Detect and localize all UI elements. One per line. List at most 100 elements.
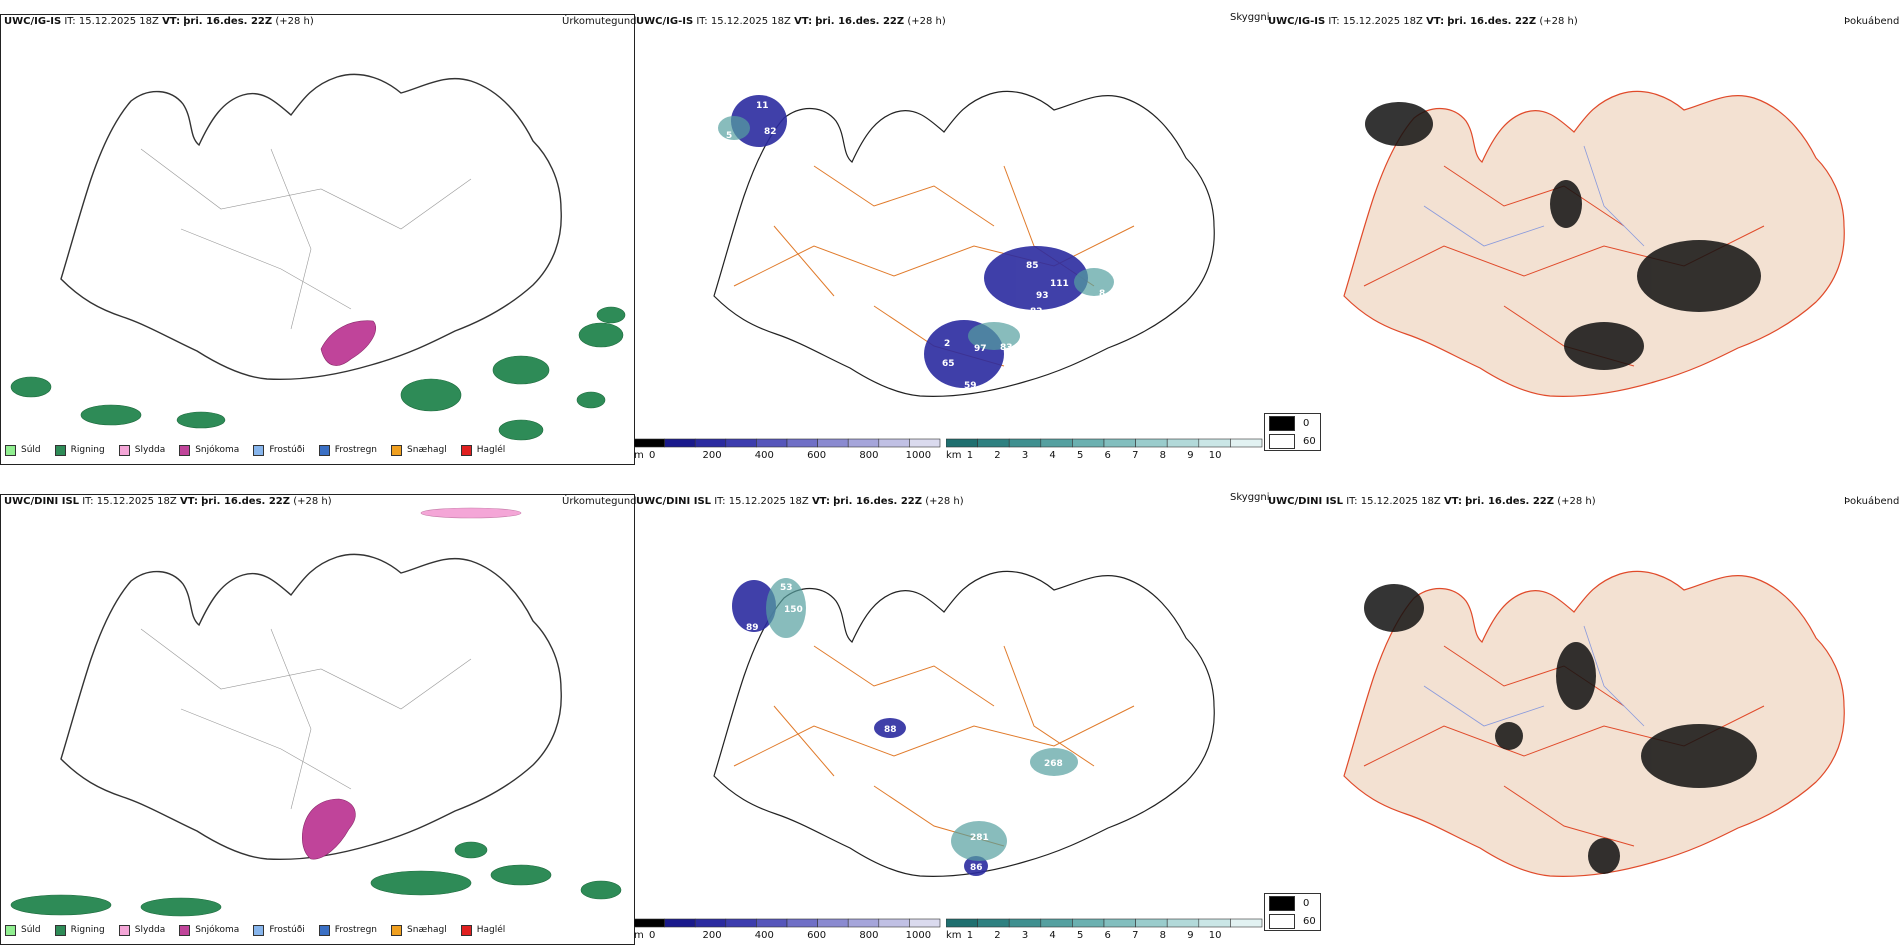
precip-header-1: UWC/IG-IS IT: 15.12.2025 18Z VT: þri. 16… (4, 16, 314, 27)
colorbar-segment (1103, 438, 1136, 448)
fog-title-1: Þokuábendi (1844, 16, 1900, 27)
cloud-label: 268 (1044, 759, 1063, 769)
legend-item-rigning: Rigning (54, 444, 105, 456)
legend-item-sud: Súld (5, 924, 41, 936)
colorbar-segment (664, 438, 696, 448)
colorbar-segment (946, 438, 978, 448)
colorbar-segment (694, 438, 727, 448)
colorbar-segment (664, 918, 696, 928)
colorbar-segment (1198, 438, 1231, 448)
legend-item-slydda: Slydda (118, 924, 165, 936)
cloud-label: 150 (784, 605, 803, 615)
precip-map (10, 507, 622, 917)
colorbar-segment (817, 918, 849, 928)
colorbar-segment (786, 438, 818, 448)
fog-legend-item: 60 (1265, 912, 1320, 930)
colorbar-segment (725, 438, 757, 448)
colorbar-segment (1040, 438, 1073, 448)
colorbar-segment (1072, 918, 1105, 928)
vis-colorbar-2 (946, 918, 1263, 928)
visibility-map-2: 53 150 89 88 268 281 86 (713, 570, 1215, 877)
colorbar-segment (847, 438, 880, 448)
colorbar-segment (909, 918, 941, 928)
legend-item-snjokoma: Snjókoma (179, 924, 239, 936)
cloud-label: 53 (780, 583, 793, 593)
visibility-panel-2: UWC/DINI ISL IT: 15.12.2025 18Z VT: þri.… (634, 490, 1270, 945)
legend-item-snaehagl: Snæhagl (391, 924, 447, 936)
fog-map-1 (1343, 90, 1845, 397)
colorbar-segment (817, 438, 849, 448)
colorbar-segment (977, 438, 1010, 448)
precip-title-1: Úrkomutegund (562, 16, 637, 27)
cloud-label: 65 (942, 359, 955, 369)
cloud-label: 86 (970, 863, 983, 873)
fog-legend-1: 0 60 (1264, 413, 1321, 451)
precip-legend: Súld Rigning Slydda Snjókoma Frostúði Fr… (5, 922, 505, 938)
visibility-panel-1: UWC/IG-IS IT: 15.12.2025 18Z VT: þri. 16… (634, 10, 1270, 465)
visibility-header-1: UWC/IG-IS IT: 15.12.2025 18Z VT: þri. 16… (636, 16, 946, 27)
fog-legend-item: 60 (1265, 432, 1320, 450)
cloud-label: 11 (756, 101, 769, 111)
colorbar-segment (878, 438, 910, 448)
cloud-label: 82 (764, 127, 777, 137)
cloud-colorbar-1 (634, 438, 941, 448)
fog-panel-1: UWC/IG-IS IT: 15.12.2025 18Z VT: þri. 16… (1264, 10, 1900, 465)
cloud-label: 5 (726, 131, 732, 141)
colorbar-segment (756, 918, 788, 928)
fog-header-2: UWC/DINI ISL IT: 15.12.2025 18Z VT: þri.… (1268, 496, 1596, 507)
colorbar-segment (847, 918, 880, 928)
cloud-label: 88 (884, 725, 897, 735)
precip-map-frame: Súld Rigning Slydda Snjókoma Frostúði Fr… (0, 494, 635, 945)
fog-panel-2: UWC/DINI ISL IT: 15.12.2025 18Z VT: þri.… (1264, 490, 1900, 945)
colorbar-segment (1198, 918, 1231, 928)
legend-item-frostregn: Frostregn (318, 444, 377, 456)
precip-legend: Súld Rigning Slydda Snjókoma Frostúði Fr… (5, 442, 505, 458)
precip-panel-2: Súld Rigning Slydda Snjókoma Frostúði Fr… (0, 490, 637, 945)
legend-item-rigning: Rigning (54, 924, 105, 936)
cloud-label: 9 (754, 151, 760, 161)
precip-map-frame: Súld Rigning Slydda Snjókoma Frostúði Fr… (0, 14, 635, 465)
visibility-title-1: Skyggni (1230, 12, 1270, 23)
cloud-label: 59 (964, 381, 977, 391)
vis-colorbar-labels-1: km 1 2 3 4 5 6 7 8 9 10 (946, 450, 1222, 461)
colorbar-segment (878, 918, 910, 928)
precip-title-2: Úrkomutegund (562, 496, 637, 507)
legend-item-slydda: Slydda (118, 444, 165, 456)
colorbar-segment (786, 918, 818, 928)
cloud-label: 85 (1026, 261, 1039, 271)
colorbar-segment (694, 918, 727, 928)
colorbar-segment (1135, 918, 1168, 928)
vis-colorbar-labels-2: km 1 2 3 4 5 6 7 8 9 10 (946, 930, 1222, 941)
precip-header-2: UWC/DINI ISL IT: 15.12.2025 18Z VT: þri.… (4, 496, 332, 507)
fog-map-2 (1343, 570, 1845, 877)
cloud-labels-2: 53 150 89 88 268 281 86 (746, 583, 1063, 873)
legend-item-haglel: Haglél (460, 444, 505, 456)
cloud-label: 2 (944, 339, 950, 349)
colorbar-segment (1008, 438, 1042, 448)
fog-title-2: Þokuábendi (1844, 496, 1900, 507)
colorbar-segment (634, 438, 665, 448)
legend-item-haglel: Haglél (460, 924, 505, 936)
colorbar-segment (1040, 918, 1073, 928)
cloud-label: 89 (746, 623, 759, 633)
colorbar-segment (1166, 918, 1200, 928)
cloud-colorbar-labels-1: m 0 200 400 600 800 1000 (634, 450, 932, 461)
cloud-label: 83 (1000, 343, 1013, 353)
colorbar-segment (1008, 918, 1042, 928)
colorbar-segment (909, 438, 941, 448)
precip-panel-1: Súld Rigning Slydda Snjókoma Frostúði Fr… (0, 10, 637, 465)
cloud-label: 281 (970, 833, 989, 843)
cloud-label: 82 (1030, 307, 1043, 317)
visibility-title-2: Skyggni (1230, 492, 1270, 503)
fog-legend-2: 0 60 (1264, 893, 1321, 931)
legend-item-frostudi: Frostúði (253, 924, 305, 936)
fog-legend-item: 0 (1265, 414, 1320, 432)
cloud-label: 97 (974, 344, 987, 354)
precip-map (10, 73, 626, 441)
fog-legend-item: 0 (1265, 894, 1320, 912)
visibility-header-2: UWC/DINI ISL IT: 15.12.2025 18Z VT: þri.… (636, 496, 964, 507)
colorbar-segment (1166, 438, 1200, 448)
colorbar-segment (725, 918, 757, 928)
cloud-label: 111 (1050, 279, 1069, 289)
colorbar-segment (1135, 438, 1168, 448)
